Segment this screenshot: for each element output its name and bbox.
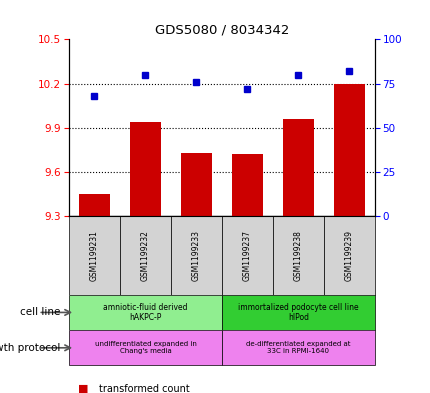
Text: amniotic-fluid derived
hAKPC-P: amniotic-fluid derived hAKPC-P — [103, 303, 187, 322]
Bar — [323, 216, 374, 295]
Bar — [221, 216, 272, 295]
Title: GDS5080 / 8034342: GDS5080 / 8034342 — [154, 24, 289, 37]
Text: GSM1199237: GSM1199237 — [243, 230, 252, 281]
Bar — [69, 330, 221, 365]
Bar — [130, 122, 160, 216]
Text: de-differentiated expanded at
33C in RPMI-1640: de-differentiated expanded at 33C in RPM… — [246, 341, 350, 354]
Bar — [79, 194, 110, 216]
Text: undifferentiated expanded in
Chang's media: undifferentiated expanded in Chang's med… — [94, 341, 196, 354]
Text: growth protocol: growth protocol — [0, 343, 60, 353]
Bar — [221, 330, 374, 365]
Bar — [69, 295, 221, 330]
Text: GSM1199231: GSM1199231 — [90, 230, 99, 281]
Bar — [333, 84, 364, 216]
Text: GSM1199239: GSM1199239 — [344, 230, 353, 281]
Text: GSM1199238: GSM1199238 — [293, 230, 302, 281]
Bar — [171, 216, 221, 295]
Text: GSM1199233: GSM1199233 — [191, 230, 200, 281]
Bar — [69, 216, 120, 295]
Bar — [232, 154, 262, 216]
Text: transformed count: transformed count — [99, 384, 190, 393]
Text: immortalized podocyte cell line
hIPod: immortalized podocyte cell line hIPod — [238, 303, 358, 322]
Bar — [272, 216, 323, 295]
Bar — [221, 295, 374, 330]
Bar — [181, 153, 211, 216]
Bar — [283, 119, 313, 216]
Text: cell line: cell line — [20, 307, 60, 318]
Text: ■: ■ — [77, 384, 88, 393]
Text: GSM1199232: GSM1199232 — [141, 230, 150, 281]
Bar — [120, 216, 171, 295]
